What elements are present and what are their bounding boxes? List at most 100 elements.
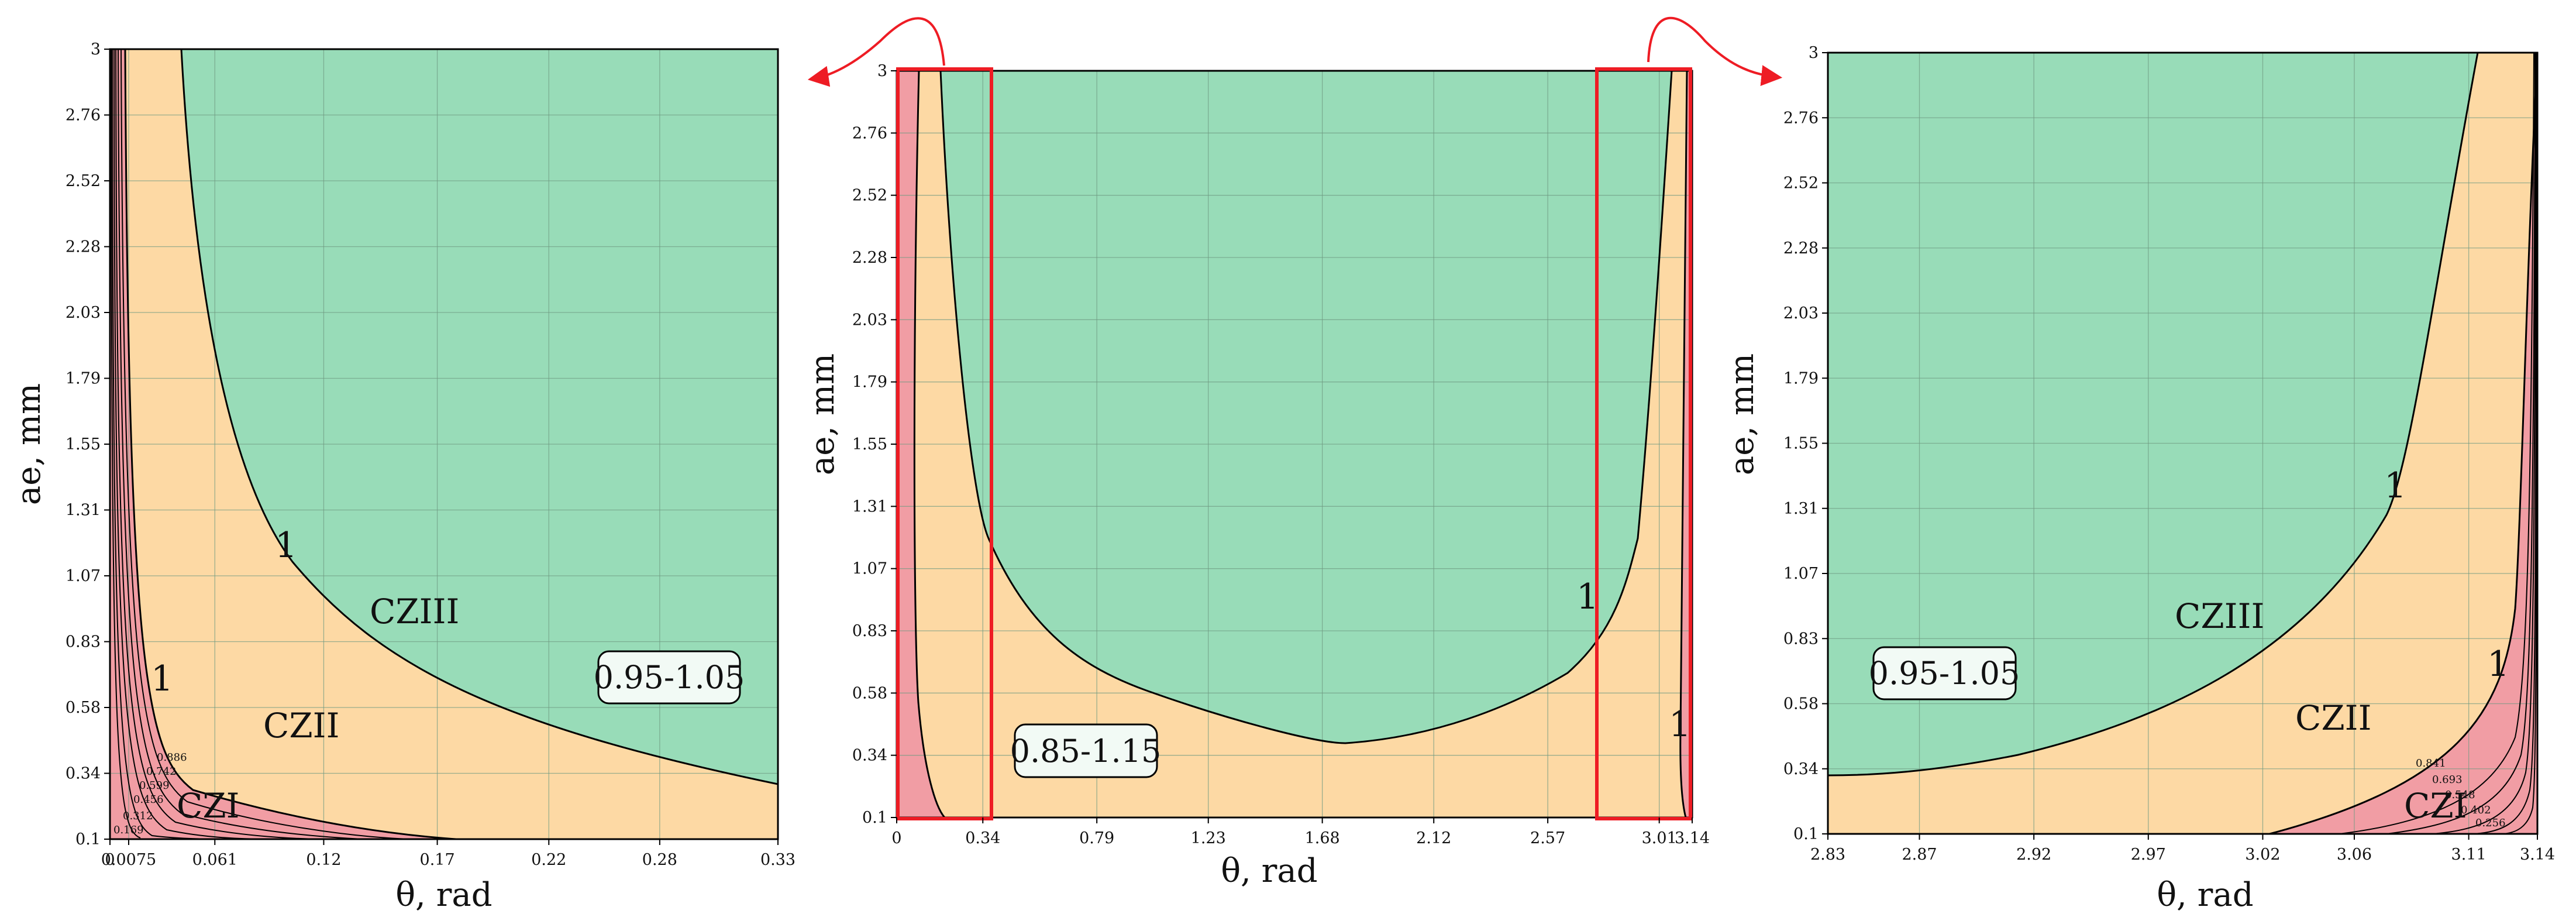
svg-text:0.402: 0.402 [2461,804,2491,816]
x-tick-label: 2.57 [1530,829,1565,847]
y-tick-label: 0.58 [852,684,887,702]
y-tick-label: 2.28 [1783,239,1819,257]
contour-label-1-lower: 1 [2487,644,2509,685]
panel-center: 0.1 0.34 0.58 0.83 1.07 1.31 1.55 1.79 2.03 2.28 2… [804,16,1783,890]
contour-red-boundary-right [1679,71,1688,817]
svg-text:0.95-1.05: 0.95-1.05 [594,659,745,696]
y-tick-label: 3 [877,62,887,80]
x-ticks-left: 00.0075 0.061 0.12 0.17 0.22 0.28 0.33 [101,839,795,869]
zone-label-cziii: CZIII [370,592,459,631]
y-tick-label: 0.1 [75,830,101,849]
y-tick-label: 1.79 [66,370,101,388]
y-tick-label: 0.1 [862,809,887,827]
panel-left: 0.1 0.34 0.58 0.83 1.07 1.31 1.55 1.79 2.03 2.28 2… [10,40,795,914]
y-tick-label: 1.31 [852,497,887,516]
y-tick-label: 1.07 [852,560,887,578]
svg-text:0.886: 0.886 [157,751,187,764]
x-tick-label: 0.28 [642,851,677,869]
x-tick-label: 0.12 [306,851,341,869]
x-axis-label-left: θ, rad [395,876,492,914]
x-tick-label: 3.14 [1675,829,1710,847]
y-tick-label: 0.83 [1783,630,1819,648]
y-tick-label: 0.34 [1783,760,1819,778]
grid-center [897,71,1692,817]
contour-green-boundary [1828,53,2479,777]
x-tick-label: 0.17 [420,851,455,869]
zone-label-czii: CZII [2295,698,2372,738]
svg-text:0.312: 0.312 [123,810,153,822]
y-tick-label: 2.76 [852,124,887,142]
svg-text:0.256: 0.256 [2475,817,2506,829]
y-tick-label: 0.58 [66,699,101,717]
contour-red-boundary-left [913,71,946,817]
x-tick-label: 3.11 [2451,846,2487,864]
x-tick-label: 2.12 [1416,829,1451,847]
y-tick-label: 1.55 [1783,435,1819,453]
y-tick-label: 0.1 [1793,825,1819,843]
x-tick-label: 0 [891,829,901,847]
minor-contours-left [111,49,410,839]
grid-right [1828,53,2537,834]
x-tick-label: 2.83 [1810,846,1845,864]
contour-green-boundary [939,71,1673,744]
x-tick-label: 1.68 [1305,829,1340,847]
zone-label-czii: CZII [263,706,340,746]
x-tick-label: 0.061 [192,851,237,869]
y-tick-label: 2.03 [852,311,887,329]
y-tick-label: 1.79 [1783,369,1819,387]
x-ticks-right: 2.83 2.87 2.92 2.97 3.02 3.06 3.11 3.14 [1810,834,2555,864]
contour-label-1-right-edge: 1 [1669,704,1691,745]
svg-text:0.85-1.15: 0.85-1.15 [1010,733,1162,770]
y-tick-label: 1.55 [66,435,101,454]
y-tick-label: 2.28 [852,249,887,267]
y-tick-label: 1.79 [852,373,887,391]
y-tick-label: 2.52 [66,172,101,190]
y-tick-label: 0.34 [852,747,887,765]
band-label-box-center: 0.85-1.15 [1010,723,1162,778]
x-tick-label: 0.22 [531,851,566,869]
contour-red-boundary [124,49,457,839]
x-axis-label-right: θ, rad [2157,876,2253,914]
y-axis-label-center: ae, mm [804,353,842,475]
svg-text:0.693: 0.693 [2432,774,2463,786]
contour-label-1-lower: 1 [151,658,173,699]
y-ticks-right: 0.1 0.34 0.58 0.83 1.07 1.31 1.55 1.79 2.03 2.28 2… [1783,44,1828,843]
y-tick-label: 2.76 [66,107,101,125]
x-tick-label: 3.02 [2245,846,2280,864]
y-tick-label: 3 [1809,44,1819,62]
minor-contour-labels-left: 0.886 0.742 0.599 0.456 0.312 0.169 [113,751,187,836]
panel-right: 0.1 0.34 0.58 0.83 1.07 1.31 1.55 1.79 2.03 2.28 2… [1723,44,2555,914]
x-axis-label-center: θ, rad [1221,852,1317,890]
x-tick-label: 0 [105,851,115,869]
contour-label-1-upper: 1 [275,525,297,566]
x-tick-label: 1.23 [1191,829,1226,847]
y-tick-label: 2.03 [1783,304,1819,322]
svg-text:0.548: 0.548 [2445,789,2475,801]
y-tick-label: 3 [91,40,101,59]
y-tick-label: 2.52 [852,187,887,205]
y-tick-label: 1.07 [1783,565,1819,583]
x-tick-label: 3.14 [2520,846,2555,864]
svg-text:0.456: 0.456 [133,794,164,806]
y-axis-label-right: ae, mm [1723,353,1761,475]
zoom-arrow-right [1647,16,1783,87]
x-ticks-center: 0 0.34 0.79 1.23 1.68 2.12 2.57 3.013.14 [891,817,1710,847]
highlight-box-left [896,67,993,820]
contour-label-1-upper: 1 [2384,465,2406,506]
contour-red-boundary [2269,53,2537,834]
y-tick-label: 1.31 [66,501,101,520]
y-tick-label: 0.58 [1783,695,1819,713]
zone-green-area [181,49,778,784]
svg-text:0.599: 0.599 [139,779,170,792]
y-tick-label: 2.03 [66,304,101,322]
y-tick-label: 2.52 [1783,174,1819,193]
y-tick-label: 1.31 [1783,500,1819,518]
y-tick-label: 0.34 [66,765,101,783]
svg-text:0.742: 0.742 [146,765,177,778]
zone-label-czi: CZI [177,786,240,826]
x-tick-label: 0.34 [965,829,1000,847]
minor-contour-labels-right: 0.841 0.693 0.548 0.402 0.256 [2416,757,2506,829]
x-tick-label: 2.92 [2016,846,2051,864]
zone-green-area [1828,53,2478,775]
